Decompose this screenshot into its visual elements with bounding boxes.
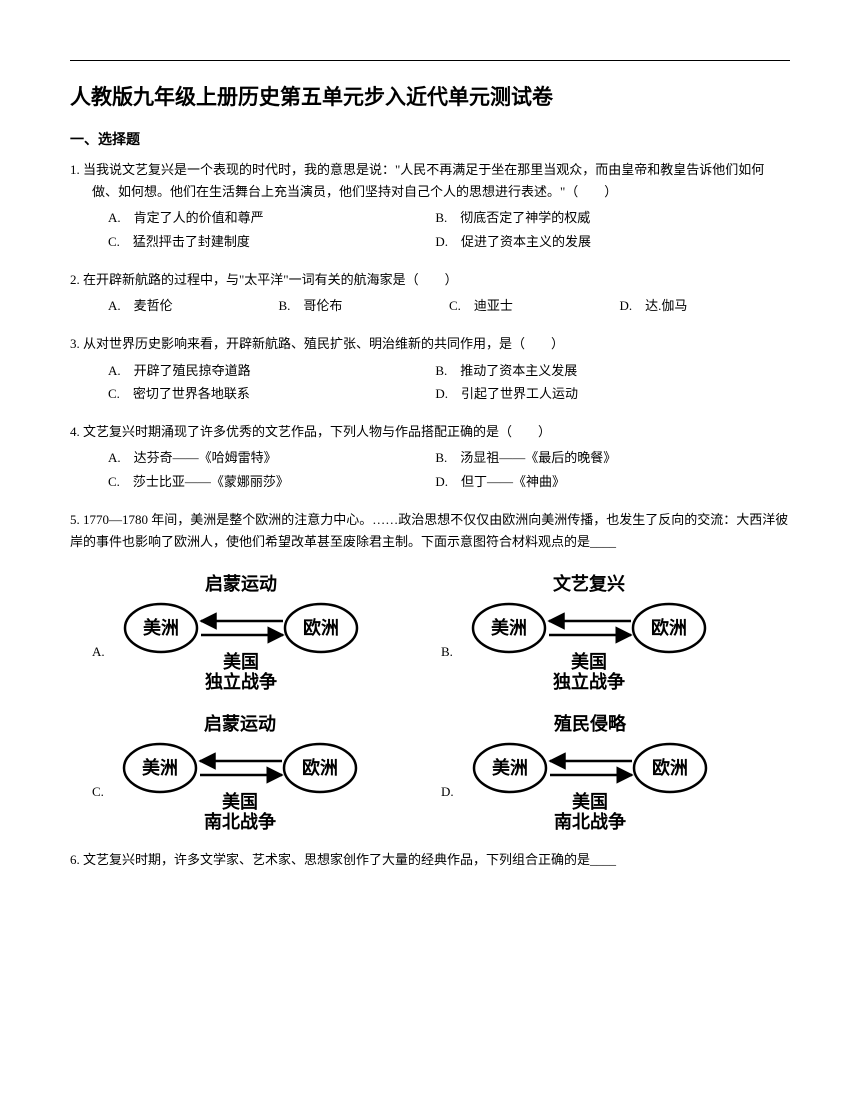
q6-stem: 文艺复兴时期，许多文学家、艺术家、思想家创作了大量的经典作品，下列组合正确的是_…	[83, 852, 616, 867]
svg-text:独立战争: 独立战争	[553, 671, 625, 692]
q5-diagram-a: 美洲 欧洲 启蒙运动 美国 独立战争	[111, 563, 371, 693]
q1-stem: 当我说文艺复兴是一个表现的时代时，我的意思是说："人民不再满足于坐在那里当观众，…	[83, 162, 764, 199]
q4-num: 4.	[70, 424, 80, 439]
svg-text:殖民侵略: 殖民侵略	[553, 713, 627, 734]
svg-text:欧洲: 欧洲	[302, 757, 338, 778]
q3-opt-d: D. 引起了世界工人运动	[435, 382, 762, 405]
q3-opt-c: C. 密切了世界各地联系	[108, 382, 435, 405]
q5-label-c: C.	[92, 781, 104, 803]
q4-opt-a: A. 达芬奇——《哈姆雷特》	[108, 446, 435, 469]
q1-opt-a: A. 肯定了人的价值和尊严	[108, 206, 435, 229]
question-3: 3. 从对世界历史影响来看，开辟新航路、殖民扩张、明治维新的共同作用，是（ ） …	[70, 333, 790, 405]
q5-label-b: B.	[441, 641, 453, 663]
svg-text:美洲: 美洲	[142, 757, 178, 778]
question-4: 4. 文艺复兴时期涌现了许多优秀的文艺作品，下列人物与作品搭配正确的是（ ） A…	[70, 421, 790, 493]
question-6: 6. 文艺复兴时期，许多文学家、艺术家、思想家创作了大量的经典作品，下列组合正确…	[70, 849, 790, 871]
q5-label-a: A.	[92, 641, 105, 663]
q3-num: 3.	[70, 336, 80, 351]
q6-num: 6.	[70, 852, 80, 867]
svg-text:南北战争: 南北战争	[554, 811, 626, 832]
svg-text:启蒙运动: 启蒙运动	[205, 573, 277, 594]
q2-opt-b: B. 哥伦布	[279, 294, 450, 317]
question-5: 5. 1770—1780 年间，美洲是整个欧洲的注意力中心。……政治思想不仅仅由…	[70, 509, 790, 833]
svg-text:美国: 美国	[571, 651, 607, 672]
svg-text:文艺复兴: 文艺复兴	[553, 573, 625, 594]
question-1: 1. 当我说文艺复兴是一个表现的时代时，我的意思是说："人民不再满足于坐在那里当…	[70, 159, 790, 253]
q5-diagram-d: 美洲 欧洲 殖民侵略 美国 南北战争	[460, 703, 720, 833]
q1-opt-b: B. 彻底否定了神学的权威	[435, 206, 762, 229]
q4-opt-d: D. 但丁——《神曲》	[435, 470, 762, 493]
q3-stem: 从对世界历史影响来看，开辟新航路、殖民扩张、明治维新的共同作用，是（ ）	[83, 336, 564, 351]
q1-opt-d: D. 促进了资本主义的发展	[435, 230, 762, 253]
q1-opt-c: C. 猛烈抨击了封建制度	[108, 230, 435, 253]
section-heading: 一、选择题	[70, 129, 790, 149]
svg-text:独立战争: 独立战争	[205, 671, 277, 692]
q4-opt-c: C. 莎士比亚——《蒙娜丽莎》	[108, 470, 435, 493]
svg-text:欧洲: 欧洲	[652, 757, 688, 778]
q3-opt-a: A. 开辟了殖民掠夺道路	[108, 359, 435, 382]
q5-num: 5.	[70, 512, 80, 527]
q5-diagram-b: 美洲 欧洲 文艺复兴 美国 独立战争	[459, 563, 719, 693]
q2-stem: 在开辟新航路的过程中，与"太平洋"一词有关的航海家是（ ）	[83, 272, 458, 287]
q2-opt-d: D. 达.伽马	[620, 294, 791, 317]
q5-diagram-c: 美洲 欧洲 启蒙运动 美国 南北战争	[110, 703, 370, 833]
svg-text:美洲: 美洲	[491, 617, 527, 638]
q5-label-d: D.	[441, 781, 454, 803]
q5-stem: 1770—1780 年间，美洲是整个欧洲的注意力中心。……政治思想不仅仅由欧洲向…	[70, 512, 788, 549]
svg-text:欧洲: 欧洲	[303, 617, 339, 638]
q3-opt-b: B. 推动了资本主义发展	[435, 359, 762, 382]
q2-opt-a: A. 麦哲伦	[108, 294, 279, 317]
page-title: 人教版九年级上册历史第五单元步入近代单元测试卷	[70, 81, 790, 111]
q2-num: 2.	[70, 272, 80, 287]
question-2: 2. 在开辟新航路的过程中，与"太平洋"一词有关的航海家是（ ） A. 麦哲伦 …	[70, 269, 790, 317]
svg-text:美洲: 美洲	[492, 757, 528, 778]
svg-text:南北战争: 南北战争	[204, 811, 276, 832]
svg-text:美国: 美国	[222, 791, 258, 812]
q2-opt-c: C. 迪亚士	[449, 294, 620, 317]
q4-stem: 文艺复兴时期涌现了许多优秀的文艺作品，下列人物与作品搭配正确的是（ ）	[83, 424, 551, 439]
svg-text:美洲: 美洲	[143, 617, 179, 638]
q1-num: 1.	[70, 162, 80, 177]
svg-text:欧洲: 欧洲	[651, 617, 687, 638]
q4-opt-b: B. 汤显祖——《最后的晚餐》	[435, 446, 762, 469]
svg-text:美国: 美国	[572, 791, 608, 812]
svg-text:美国: 美国	[223, 651, 259, 672]
svg-text:启蒙运动: 启蒙运动	[204, 713, 276, 734]
